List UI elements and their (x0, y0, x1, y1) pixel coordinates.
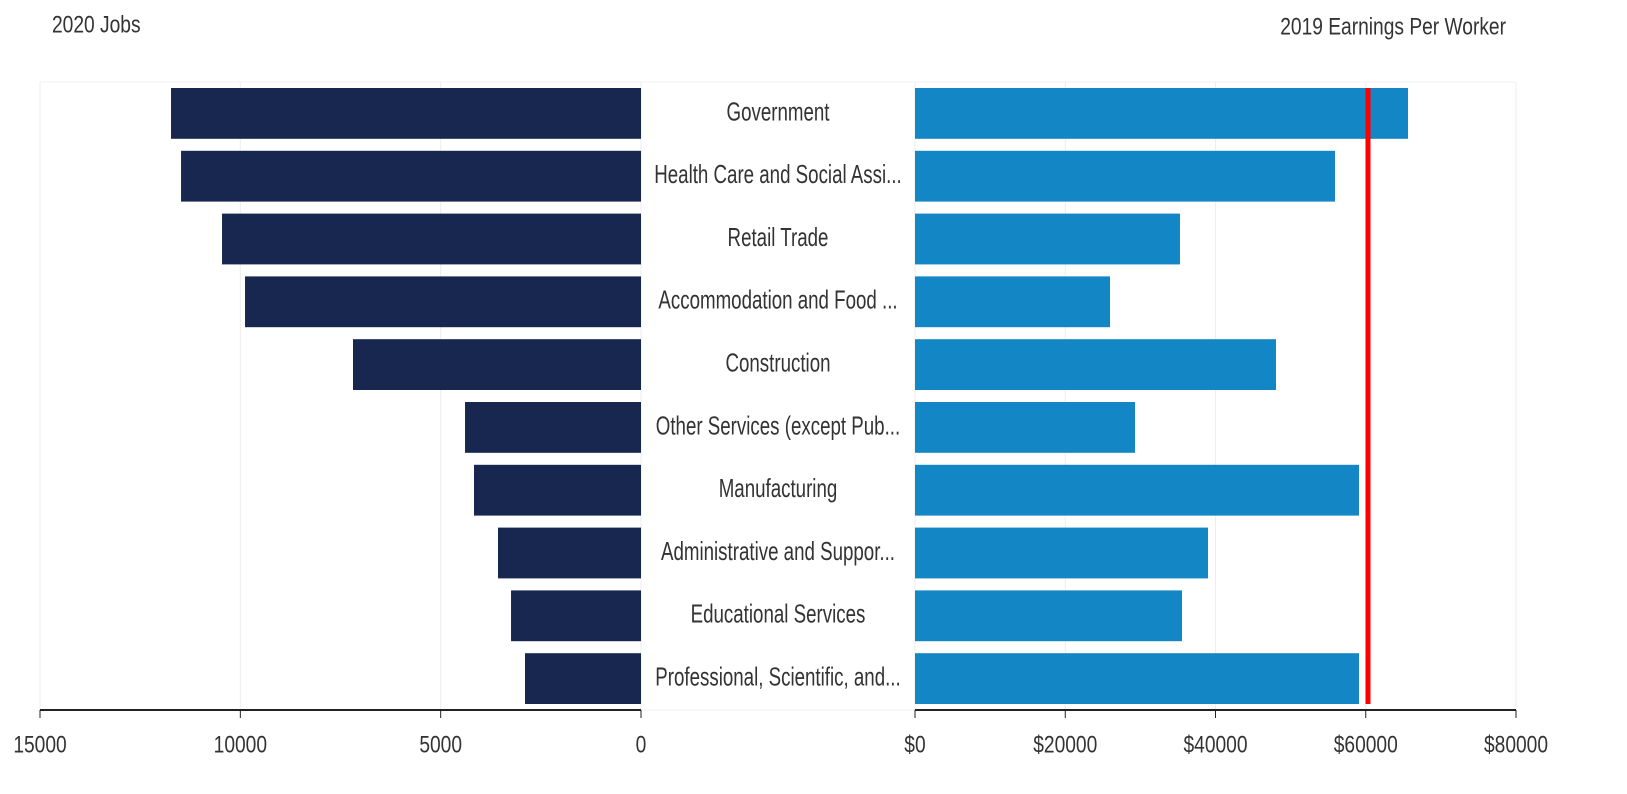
x-tick-label: $20000 (1033, 730, 1097, 758)
category-label: Retail Trade (728, 222, 829, 252)
bar (511, 590, 641, 642)
x-tick-label: $40000 (1183, 730, 1247, 758)
bar (915, 339, 1276, 390)
bar (525, 653, 641, 704)
bar (915, 402, 1136, 453)
bar (181, 150, 641, 202)
bar (915, 150, 1336, 202)
bar (915, 276, 1111, 328)
bar (915, 590, 1183, 642)
x-tick-label: 5000 (419, 730, 462, 758)
bar (915, 213, 1181, 265)
bar (465, 402, 641, 453)
bar (245, 276, 642, 328)
category-label: Professional, Scientific, and... (655, 661, 900, 691)
bar (915, 464, 1359, 516)
left-title: 2020 Jobs (52, 10, 141, 38)
bar (915, 653, 1359, 704)
x-tick-label: $60000 (1334, 730, 1398, 758)
category-label: Manufacturing (719, 473, 838, 503)
bar (915, 88, 1409, 139)
x-tick-label: 15000 (13, 730, 66, 758)
category-label: Administrative and Suppor... (661, 536, 895, 566)
bar (474, 464, 641, 516)
bar (171, 88, 641, 139)
x-tick-label: 10000 (214, 730, 267, 758)
category-label: Accommodation and Food ... (658, 285, 897, 315)
right-title: 2019 Earnings Per Worker (1280, 12, 1506, 40)
x-tick-label: $80000 (1484, 730, 1548, 758)
category-label: Government (727, 96, 831, 126)
category-label: Health Care and Social Assi... (654, 159, 901, 189)
bar (222, 213, 641, 265)
category-label: Construction (725, 347, 830, 377)
bar (915, 527, 1209, 579)
x-tick-label: 0 (636, 730, 647, 758)
category-label: Educational Services (691, 599, 866, 629)
bar (353, 339, 641, 390)
bar (498, 527, 641, 579)
category-label: Other Services (except Pub... (656, 410, 900, 440)
x-tick-label: $0 (904, 730, 925, 758)
